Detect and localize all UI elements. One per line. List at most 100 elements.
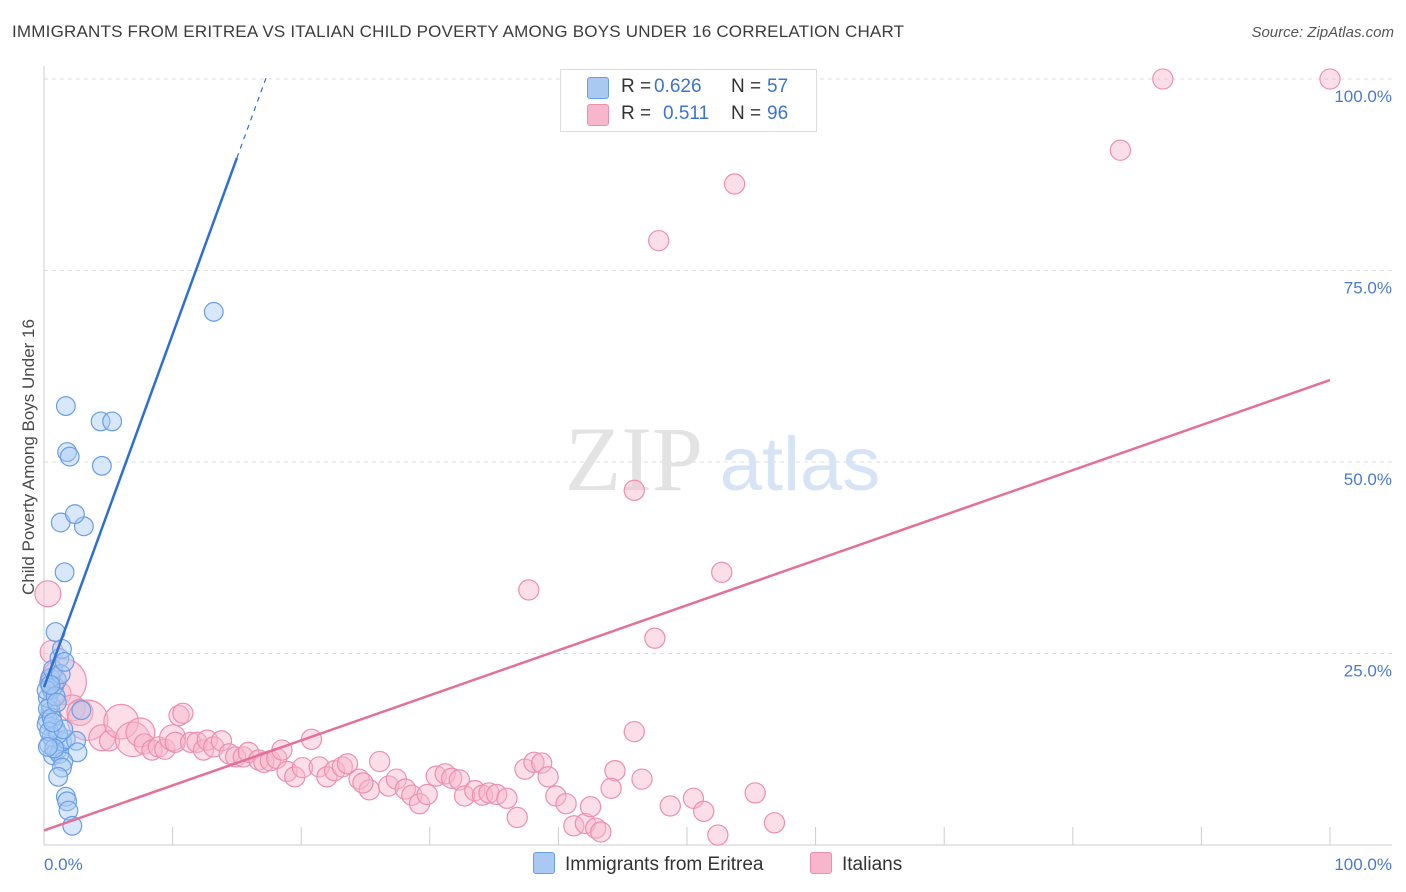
italians-trend-line — [43, 378, 1331, 832]
source-label: Source: ZipAtlas.com — [1251, 24, 1394, 41]
italians-point — [711, 561, 733, 583]
trend-lines — [42, 76, 1331, 832]
italians-point — [394, 778, 417, 800]
italians-point — [352, 772, 374, 794]
italians-point — [723, 173, 746, 195]
eritrea-point — [58, 800, 79, 821]
eritrea-point — [46, 692, 67, 713]
italians-point — [631, 768, 653, 790]
italians-point — [707, 824, 729, 846]
eritrea-point — [43, 712, 63, 733]
bottom-legend-swatch-blue — [533, 852, 555, 874]
italians-point — [523, 751, 545, 773]
eritrea-point — [45, 686, 66, 707]
italians-point — [401, 784, 423, 806]
italians-point — [154, 738, 176, 760]
italians-point — [648, 229, 670, 252]
italians-point — [114, 721, 151, 758]
italians-point — [1109, 139, 1132, 161]
watermark-atlas: atlas — [720, 422, 881, 507]
italians-point — [98, 730, 121, 752]
stats-legend: R = 0.626 N = 57 R = 0.511 N = 96 — [560, 69, 817, 132]
eritrea-point — [90, 411, 111, 432]
italians-point — [448, 769, 471, 791]
italians-point — [159, 724, 187, 752]
italians-point — [103, 703, 140, 740]
italians-point — [623, 479, 645, 502]
legend-r-value: 0.626 — [654, 76, 702, 97]
italians-point — [34, 580, 62, 608]
bottom-legend-label: Immigrants from Eritrea — [565, 854, 764, 875]
x-tick-label: 0.0% — [44, 855, 83, 874]
y-tick-label: 25.0% — [1344, 662, 1392, 681]
italians-point — [453, 785, 476, 807]
tick-labels: 25.0% 50.0% 75.0% 100.0% 0.0% 100.0% — [44, 87, 1392, 874]
eritrea-point — [50, 664, 71, 685]
italians-point — [164, 731, 186, 754]
italians-point — [537, 766, 559, 788]
eritrea-point — [54, 562, 75, 583]
eritrea-point — [71, 700, 92, 721]
gridlines — [44, 78, 1392, 654]
italians-point — [555, 792, 577, 815]
legend-n-value: 96 — [767, 103, 789, 124]
italians-point — [66, 699, 109, 741]
legend-swatch-blue — [587, 77, 609, 99]
italians-point — [623, 720, 645, 743]
legend-n-label: N = — [731, 76, 762, 97]
eritrea-point — [54, 651, 75, 672]
y-tick-label: 100.0% — [1334, 87, 1392, 106]
italians-point — [284, 766, 306, 788]
chart-title: IMMIGRANTS FROM ERITREA VS ITALIAN CHILD… — [12, 22, 905, 41]
eritrea-point — [91, 455, 112, 476]
watermark: ZIP atlas — [565, 408, 880, 510]
eritrea-point — [48, 766, 69, 787]
italians-point — [425, 765, 447, 787]
x-tick-label: 100.0% — [1334, 855, 1392, 874]
y-tick-label: 50.0% — [1344, 470, 1392, 489]
italians-points — [34, 68, 1341, 846]
italians-point — [506, 806, 528, 829]
y-axis-label: Child Poverty Among Boys Under 16 — [19, 319, 38, 595]
italians-point — [531, 752, 553, 774]
italians-point — [291, 756, 314, 779]
eritrea-trend-line — [42, 157, 239, 688]
italians-point — [693, 800, 715, 822]
eritrea-point — [203, 301, 224, 322]
legend-swatch-pink — [587, 104, 609, 126]
eritrea-point — [37, 736, 58, 757]
italians-point — [368, 750, 391, 773]
italians-point — [172, 702, 194, 724]
axes — [43, 66, 1392, 846]
bottom-legend-italians: Italians — [810, 852, 902, 876]
italians-point — [518, 579, 540, 601]
italians-point — [1152, 68, 1174, 90]
legend-row-eritrea: R = 0.626 N = 57 — [561, 73, 816, 101]
italians-point — [763, 812, 786, 834]
eritrea-point — [53, 719, 74, 740]
italians-point — [179, 731, 202, 754]
italians-point — [744, 782, 766, 804]
legend-n-value: 57 — [767, 76, 789, 97]
legend-row-italians: R = 0.511 N = 96 — [561, 100, 816, 128]
italians-point — [1319, 68, 1341, 90]
y-tick-label: 75.0% — [1344, 279, 1392, 298]
italians-point — [604, 760, 626, 782]
legend-r-label: R = — [621, 103, 652, 124]
legend-r-label: R = — [621, 76, 652, 97]
eritrea-point — [64, 504, 85, 525]
watermark-zip: ZIP — [565, 408, 703, 510]
italians-point — [408, 792, 431, 815]
italians-point — [125, 717, 156, 748]
bottom-legend-label: Italians — [842, 854, 903, 875]
italians-point — [496, 787, 518, 809]
eritrea-point — [67, 742, 88, 763]
italians-point — [579, 796, 602, 818]
eritrea-point — [55, 396, 76, 417]
italians-point — [168, 704, 190, 727]
legend-n-label: N = — [731, 103, 762, 124]
italians-point — [336, 753, 359, 775]
italians-point — [440, 767, 463, 790]
bottom-legend-eritrea: Immigrants from Eritrea — [533, 852, 763, 876]
